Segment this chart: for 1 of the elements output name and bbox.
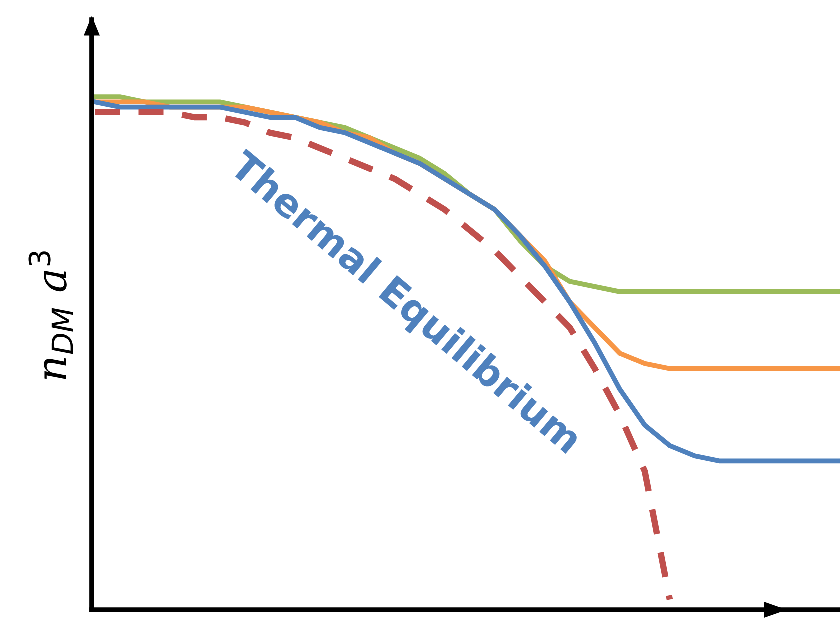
y-axis-title: n$_{DM}$ a$^{3}$ (28, 252, 74, 380)
